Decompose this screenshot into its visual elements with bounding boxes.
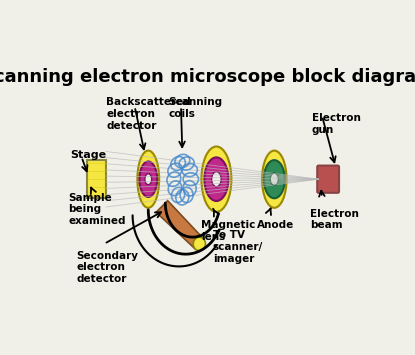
Text: Magnetic
lens: Magnetic lens	[201, 220, 256, 242]
Ellipse shape	[139, 162, 157, 197]
Text: Anode: Anode	[257, 220, 295, 230]
Ellipse shape	[193, 237, 205, 251]
Text: Electron
beam: Electron beam	[310, 208, 359, 230]
Ellipse shape	[145, 174, 151, 185]
Text: Scanning electron microscope block diagram: Scanning electron microscope block diagr…	[0, 68, 415, 86]
Ellipse shape	[262, 151, 287, 208]
Text: Scanning
coils: Scanning coils	[169, 97, 223, 119]
Ellipse shape	[270, 173, 278, 185]
Text: Electron
gun: Electron gun	[312, 113, 361, 135]
Ellipse shape	[264, 160, 285, 198]
Text: Sample
being
examined: Sample being examined	[68, 193, 126, 226]
Polygon shape	[156, 201, 204, 248]
FancyBboxPatch shape	[317, 165, 339, 193]
Text: To TV
scanner/
imager: To TV scanner/ imager	[213, 230, 263, 263]
Ellipse shape	[205, 157, 228, 201]
FancyBboxPatch shape	[87, 160, 106, 198]
Text: Stage: Stage	[70, 151, 106, 160]
Ellipse shape	[201, 147, 232, 212]
Ellipse shape	[212, 172, 221, 187]
Ellipse shape	[137, 151, 159, 208]
Text: Backscattered
electron
detector: Backscattered electron detector	[106, 97, 191, 131]
Text: Secondary
electron
detector: Secondary electron detector	[77, 251, 139, 284]
